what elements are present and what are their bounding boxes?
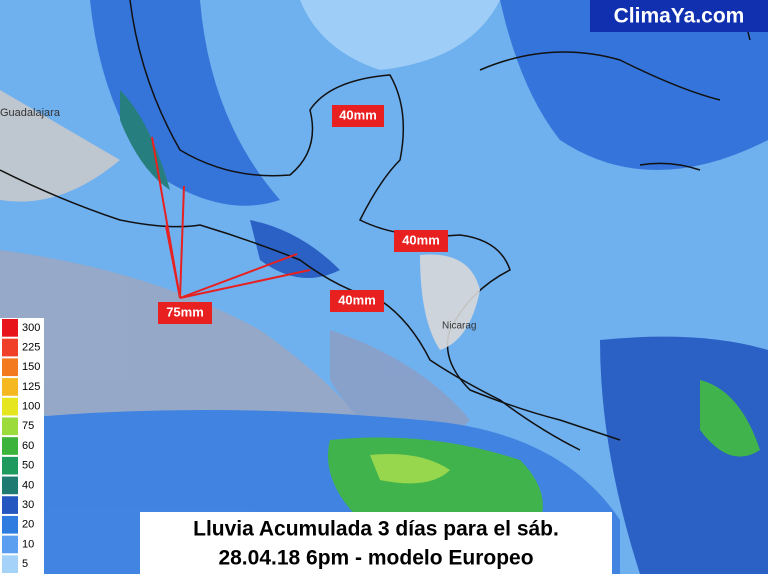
legend-label: 50 [22,460,34,472]
legend-swatch [2,378,18,396]
legend-label: 75 [22,420,34,432]
legend-swatch [2,338,18,357]
legend-swatch [2,456,18,475]
legend-swatch [2,417,18,436]
legend-label: 125 [22,381,40,393]
legend-label: 60 [22,440,34,452]
legend-label: 100 [22,401,40,413]
legend-label: 5 [22,558,28,570]
legend-label: 30 [22,499,34,511]
rain-label: 40mm [402,232,440,247]
caption: Lluvia Acumulada 3 días para el sáb. [193,518,559,541]
legend-label: 150 [22,361,40,373]
legend-swatch [2,555,18,573]
legend-swatch [2,358,18,377]
legend-label: 20 [22,519,34,531]
legend-label: 40 [22,479,34,491]
brand: ClimaYa.com [614,5,745,28]
arrows [151,136,311,299]
legend-swatch [2,476,18,495]
label-box [158,302,212,324]
label-box [394,230,448,252]
legend: 300 225 150 125 100 75 60 50 40 30 20 10 5 [0,318,44,574]
rain-label: 40mm [338,292,376,307]
legend-swatch [2,535,18,554]
place-label: Nicarag [442,321,476,332]
label-box [330,290,384,312]
rain-label: 40mm [339,107,377,122]
legend-swatch [2,397,18,416]
legend-label: 300 [22,322,40,334]
brand-box [590,0,768,32]
legend-label: 10 [22,538,34,550]
place-label: Guadalajara [0,107,61,119]
caption-box [140,512,612,574]
legend-swatch [2,319,18,337]
land-nicaragua [420,254,480,350]
label-box [332,105,384,127]
legend-label: 225 [22,341,40,353]
legend-swatch [2,437,18,455]
caption: 28.04.18 6pm - modelo Europeo [218,547,533,570]
coastlines [0,0,751,451]
legend-swatch [2,515,18,534]
legend-swatch [2,496,18,514]
rain-labels: 40mm 40mm 40mm 75mm [158,105,448,324]
rain-label: 75mm [166,304,204,319]
